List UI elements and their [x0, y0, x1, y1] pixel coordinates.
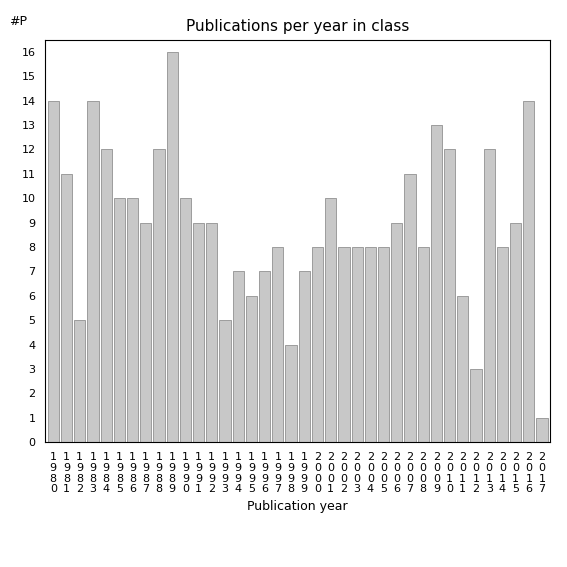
Bar	[140, 223, 151, 442]
Bar	[457, 296, 468, 442]
Bar	[114, 198, 125, 442]
Bar	[246, 296, 257, 442]
Bar	[87, 101, 99, 442]
Bar	[352, 247, 363, 442]
Bar	[100, 150, 112, 442]
Bar	[325, 198, 336, 442]
Bar	[365, 247, 376, 442]
Bar	[127, 198, 138, 442]
Bar	[523, 101, 535, 442]
Bar	[272, 247, 284, 442]
Bar	[285, 345, 297, 442]
Bar	[299, 272, 310, 442]
Bar	[404, 174, 416, 442]
Bar	[153, 150, 164, 442]
Bar	[259, 272, 270, 442]
Bar	[232, 272, 244, 442]
Bar	[431, 125, 442, 442]
Bar	[74, 320, 85, 442]
Y-axis label: #P: #P	[9, 15, 27, 28]
Bar	[219, 320, 231, 442]
X-axis label: Publication year: Publication year	[247, 500, 348, 513]
Bar	[417, 247, 429, 442]
Bar	[338, 247, 349, 442]
Bar	[312, 247, 323, 442]
Title: Publications per year in class: Publications per year in class	[186, 19, 409, 35]
Bar	[180, 198, 191, 442]
Bar	[206, 223, 217, 442]
Bar	[167, 52, 178, 442]
Bar	[497, 247, 508, 442]
Bar	[536, 418, 548, 442]
Bar	[61, 174, 72, 442]
Bar	[484, 150, 495, 442]
Bar	[378, 247, 389, 442]
Bar	[48, 101, 59, 442]
Bar	[391, 223, 403, 442]
Bar	[510, 223, 521, 442]
Bar	[471, 369, 481, 442]
Bar	[193, 223, 204, 442]
Bar	[444, 150, 455, 442]
